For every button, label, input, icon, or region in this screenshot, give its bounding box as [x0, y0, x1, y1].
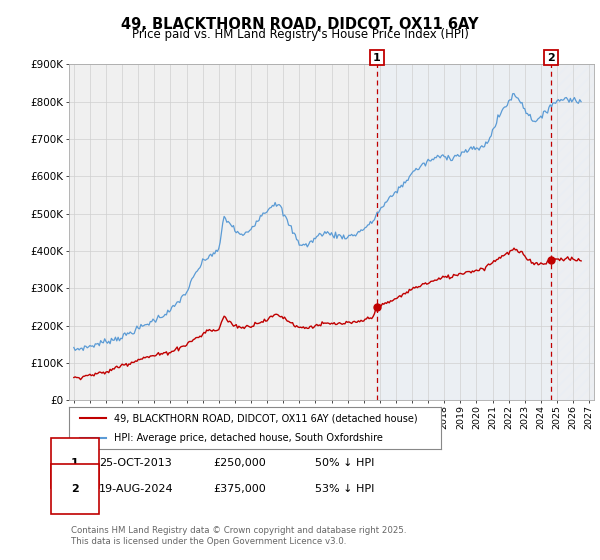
Text: £375,000: £375,000 [213, 484, 266, 494]
Text: £250,000: £250,000 [213, 458, 266, 468]
Text: 49, BLACKTHORN ROAD, DIDCOT, OX11 6AY (detached house): 49, BLACKTHORN ROAD, DIDCOT, OX11 6AY (d… [113, 413, 417, 423]
Text: 25-OCT-2013: 25-OCT-2013 [99, 458, 172, 468]
Text: Contains HM Land Registry data © Crown copyright and database right 2025.
This d: Contains HM Land Registry data © Crown c… [71, 526, 406, 546]
Text: 53% ↓ HPI: 53% ↓ HPI [315, 484, 374, 494]
Bar [377, 64, 551, 400]
Bar [551, 64, 594, 400]
Bar [551, 64, 594, 400]
Text: 49, BLACKTHORN ROAD, DIDCOT, OX11 6AY: 49, BLACKTHORN ROAD, DIDCOT, OX11 6AY [121, 17, 479, 32]
Text: 2: 2 [71, 484, 79, 494]
Point [372, 302, 382, 311]
Text: HPI: Average price, detached house, South Oxfordshire: HPI: Average price, detached house, Sout… [113, 433, 383, 443]
Text: 1: 1 [71, 458, 79, 468]
Text: 2: 2 [547, 53, 555, 63]
Text: 19-AUG-2024: 19-AUG-2024 [99, 484, 173, 494]
Point [546, 256, 556, 265]
Text: 50% ↓ HPI: 50% ↓ HPI [315, 458, 374, 468]
Text: Price paid vs. HM Land Registry's House Price Index (HPI): Price paid vs. HM Land Registry's House … [131, 28, 469, 41]
Text: 1: 1 [373, 53, 381, 63]
